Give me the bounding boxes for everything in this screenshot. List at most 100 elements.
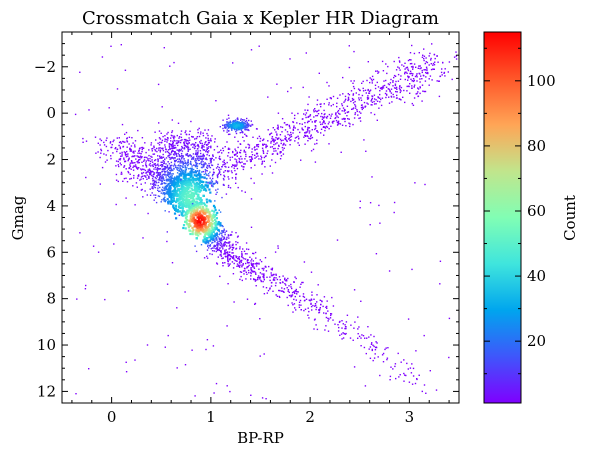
density-cell bbox=[233, 127, 236, 130]
density-cell bbox=[306, 131, 308, 133]
density-cell bbox=[161, 199, 163, 201]
density-cell bbox=[166, 170, 169, 172]
density-cell bbox=[205, 169, 207, 171]
density-cell bbox=[173, 157, 175, 159]
density-cell bbox=[242, 256, 244, 259]
density-cell bbox=[250, 159, 252, 161]
density-cell bbox=[154, 131, 156, 133]
density-cell bbox=[245, 242, 248, 244]
density-cell bbox=[88, 368, 90, 370]
density-cell bbox=[216, 243, 218, 246]
density-cell bbox=[428, 55, 430, 57]
density-cell bbox=[235, 243, 237, 246]
density-cell bbox=[250, 160, 252, 162]
density-cell bbox=[235, 150, 237, 152]
density-cell bbox=[344, 333, 346, 335]
density-cell bbox=[375, 99, 377, 101]
density-cell bbox=[172, 177, 174, 180]
density-cell bbox=[227, 155, 229, 157]
density-cell bbox=[232, 125, 235, 128]
density-cell bbox=[297, 128, 299, 131]
density-cell bbox=[133, 165, 135, 167]
density-cell bbox=[108, 107, 110, 109]
density-cell bbox=[431, 43, 433, 45]
density-cell bbox=[201, 142, 203, 145]
density-cell bbox=[304, 134, 307, 137]
density-cell bbox=[154, 183, 156, 186]
density-cell bbox=[179, 187, 182, 190]
density-cell bbox=[172, 205, 175, 209]
density-cell bbox=[326, 300, 328, 302]
density-cell bbox=[281, 281, 284, 283]
density-cell bbox=[144, 175, 146, 177]
density-cell bbox=[212, 345, 215, 347]
density-cell bbox=[160, 164, 162, 166]
density-cell bbox=[176, 181, 180, 184]
density-cell bbox=[277, 147, 279, 150]
density-cell bbox=[320, 303, 322, 306]
density-cell bbox=[389, 89, 391, 92]
density-cell bbox=[265, 143, 267, 146]
density-cell bbox=[222, 238, 224, 240]
density-cell bbox=[318, 309, 321, 312]
density-cell bbox=[175, 209, 178, 212]
density-cell bbox=[162, 179, 164, 181]
density-cell bbox=[375, 70, 377, 72]
density-cell bbox=[151, 150, 153, 152]
density-cell bbox=[255, 279, 257, 281]
density-cell bbox=[285, 280, 287, 282]
density-cell bbox=[119, 162, 121, 164]
density-cell bbox=[235, 130, 237, 133]
density-cell bbox=[201, 230, 205, 233]
density-cell bbox=[141, 172, 143, 174]
density-cell bbox=[184, 174, 187, 177]
density-cell bbox=[138, 161, 140, 164]
density-cell bbox=[175, 185, 178, 188]
density-cell bbox=[194, 187, 197, 190]
density-cell bbox=[248, 146, 251, 148]
density-cell bbox=[187, 226, 190, 229]
density-cell bbox=[175, 153, 177, 155]
density-cell bbox=[190, 120, 192, 123]
density-cell bbox=[183, 173, 186, 176]
density-cell bbox=[222, 244, 224, 246]
density-cell bbox=[423, 55, 426, 57]
density-cell bbox=[323, 312, 325, 314]
density-cell bbox=[381, 354, 384, 356]
density-cell bbox=[240, 129, 243, 131]
density-cell bbox=[301, 281, 303, 284]
density-cell bbox=[243, 119, 246, 121]
density-cell bbox=[110, 157, 112, 160]
density-cell bbox=[374, 87, 377, 90]
density-cell bbox=[251, 264, 253, 267]
density-cell bbox=[99, 138, 101, 140]
density-cell bbox=[168, 154, 170, 157]
density-cell bbox=[183, 143, 186, 145]
density-cell bbox=[187, 211, 190, 214]
density-cell bbox=[229, 244, 231, 246]
density-cell bbox=[254, 263, 257, 265]
density-cell bbox=[307, 140, 309, 142]
density-cell bbox=[424, 62, 426, 65]
density-cell bbox=[393, 96, 395, 98]
density-cell bbox=[416, 80, 418, 82]
density-cell bbox=[384, 92, 387, 95]
density-cell bbox=[195, 162, 197, 164]
density-cell bbox=[298, 304, 300, 306]
density-cell bbox=[196, 157, 199, 160]
density-cell bbox=[346, 111, 348, 114]
density-cell bbox=[370, 334, 372, 336]
density-cell bbox=[212, 154, 214, 157]
density-cell bbox=[177, 165, 179, 167]
density-cell bbox=[163, 188, 165, 190]
density-cell bbox=[352, 102, 355, 104]
density-cell bbox=[329, 317, 332, 319]
density-cell bbox=[158, 181, 160, 184]
density-cell bbox=[85, 284, 87, 287]
density-cell bbox=[199, 213, 202, 217]
density-cell bbox=[246, 117, 248, 120]
density-cell bbox=[425, 392, 427, 394]
density-cell bbox=[157, 195, 160, 197]
density-cell bbox=[180, 136, 183, 139]
density-cell bbox=[191, 135, 193, 138]
